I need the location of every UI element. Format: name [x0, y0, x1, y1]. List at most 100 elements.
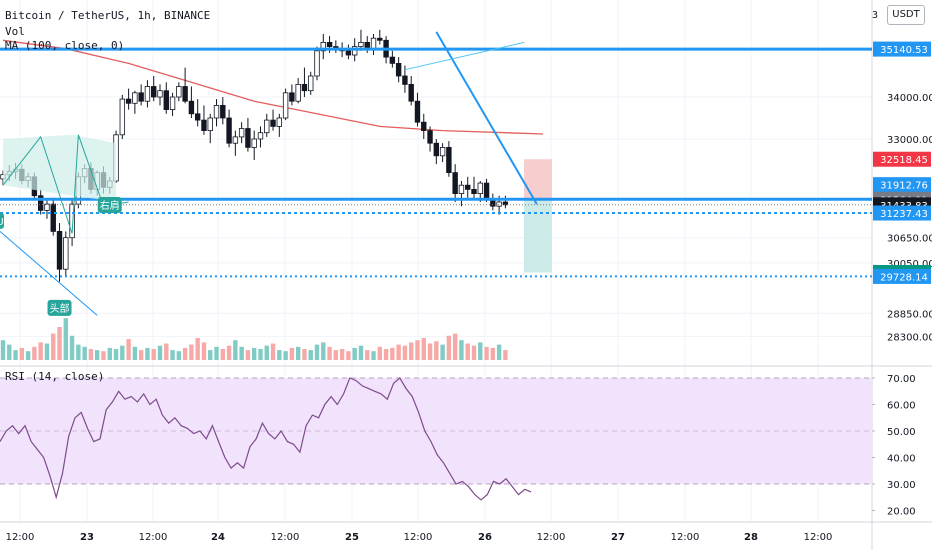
volume-legend[interactable]: Vol [5, 25, 25, 38]
candle [345, 44, 352, 60]
volume-bar [189, 344, 194, 360]
candle [144, 80, 151, 108]
candle [119, 94, 126, 139]
candle [182, 67, 188, 104]
time-tick-label: 28 [744, 532, 758, 543]
annotation-text: 右肩 [100, 199, 120, 212]
rsi-legend[interactable]: RSI (14, close) [5, 370, 105, 383]
price-tick-label: 28850.00 [887, 309, 932, 320]
candle-body-up [169, 96, 176, 110]
candle [301, 67, 308, 97]
time-tick-label: 23 [80, 532, 94, 543]
candle-body-down [471, 188, 477, 194]
candle-body-down [37, 195, 44, 211]
price-label-2: 31912.76 [873, 177, 931, 193]
time-axis[interactable]: 12:00 23 12:00 24 12:00 25 12:00 26 12:00 27 12:00… [6, 532, 833, 543]
volume-bar [409, 342, 414, 360]
candle-body-up [69, 203, 75, 239]
candle-body-down [433, 142, 440, 157]
candle-body-down [483, 182, 490, 201]
volume-bar [63, 318, 68, 360]
annotation-text: 头部 [50, 302, 70, 315]
price-tick-label: 33000.00 [887, 135, 932, 146]
candle-body-down [408, 84, 414, 102]
candle [37, 189, 44, 215]
short-position-tool[interactable] [524, 159, 552, 273]
price-label-bg [873, 268, 931, 284]
candle-body-up [144, 86, 151, 102]
volume-bar [365, 350, 370, 360]
volume-bar [101, 351, 106, 360]
candle-body-down [125, 98, 132, 104]
candle-body-down [201, 119, 207, 131]
candle [389, 50, 396, 68]
volume-bar [170, 350, 175, 360]
volume-bar [95, 350, 100, 360]
annotation-1: 头部 [47, 299, 72, 316]
rsi-pane [0, 377, 872, 501]
candle-body-down [421, 121, 427, 131]
price-axis[interactable]: 70.00 60.00 50.00 40.00 30.00 20.00 34000.00 33… [872, 41, 932, 518]
candle [194, 99, 201, 127]
volume-bar [503, 350, 508, 360]
volume-bar [138, 350, 144, 360]
candle-body-up [257, 132, 264, 140]
volume-bar [145, 347, 150, 360]
candle-body-down [301, 84, 308, 92]
candle-body-up [496, 201, 502, 207]
price-label-bg [873, 41, 931, 57]
volume-bar [371, 351, 376, 360]
volume-bar [32, 346, 37, 360]
volume-bar [415, 340, 420, 360]
candle-body-up [320, 42, 326, 52]
volume-bar [490, 347, 496, 360]
candle [251, 130, 257, 160]
candle [132, 90, 138, 114]
volume-bar [459, 340, 464, 360]
candle [63, 231, 69, 276]
volume-bar [57, 327, 62, 360]
volume-bar [421, 338, 426, 360]
candle-body-up [370, 37, 377, 50]
candle-body-down [402, 75, 408, 85]
time-tick-label: 12:00 [537, 532, 566, 543]
volume-bar [314, 344, 320, 360]
trendline-lower [0, 231, 98, 316]
candle [264, 113, 270, 137]
annotation-badge [47, 299, 72, 316]
price-label-bg [873, 177, 931, 193]
candle-body-down [188, 100, 195, 115]
candle-body-up [238, 128, 245, 138]
volume-bar [239, 346, 244, 360]
candle [201, 105, 207, 135]
top-tick-fragment: 3 [872, 10, 879, 21]
time-tick-label: 27 [611, 532, 625, 543]
volume-bar [264, 345, 269, 360]
ma-legend[interactable]: MA (100, close, 0) [5, 39, 125, 52]
volume-bar [195, 338, 200, 360]
position-risk-zone [524, 159, 552, 200]
candle [295, 78, 301, 104]
volume-bar [333, 350, 339, 360]
candle-body-up [477, 182, 483, 195]
candle [238, 122, 245, 144]
candle [213, 99, 220, 127]
candle [421, 113, 427, 139]
symbol-legend[interactable]: Bitcoin / TetherUS, 1h, BINANCE [5, 9, 211, 22]
candle-body-down [56, 230, 63, 270]
price-label-bg [873, 151, 931, 167]
volume-bar [38, 342, 43, 360]
currency-button[interactable]: USDT [887, 5, 925, 25]
volume-bar [346, 351, 351, 360]
candle [282, 88, 289, 121]
candle-body-down [151, 86, 157, 98]
candle-body-down [395, 63, 402, 77]
candle [276, 113, 283, 137]
candle [176, 82, 182, 102]
candle [157, 84, 163, 106]
price-label-text: 31237.43 [880, 209, 928, 220]
candle [402, 65, 408, 93]
